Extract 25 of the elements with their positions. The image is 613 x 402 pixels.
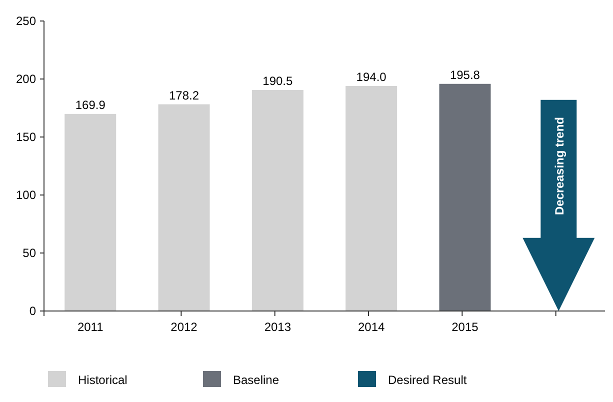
legend-label: Desired Result <box>388 373 468 388</box>
bar <box>346 86 398 311</box>
legend-label: Historical <box>78 373 128 388</box>
y-tick-label: 150 <box>16 130 36 144</box>
bar <box>64 114 116 311</box>
data-label: 194.0 <box>356 70 387 84</box>
y-tick-label: 0 <box>29 304 36 318</box>
x-tick-label: 2015 <box>452 320 479 334</box>
data-label: 169.9 <box>75 98 106 112</box>
y-tick-label: 250 <box>16 14 36 28</box>
annotation: Decreasing trend <box>552 116 567 216</box>
bar <box>158 104 210 311</box>
bar <box>439 84 491 311</box>
x-tick-label: 2011 <box>77 320 104 334</box>
bar <box>252 90 304 311</box>
y-tick-label: 200 <box>16 72 36 86</box>
data-label: 195.8 <box>450 68 480 82</box>
y-tick-label: 100 <box>16 188 36 202</box>
data-label: 190.5 <box>262 74 294 88</box>
x-tick-label: 2012 <box>170 320 198 334</box>
legend-label: Baseline <box>233 373 280 388</box>
x-tick-label: 2014 <box>358 320 385 334</box>
data-label: 178.2 <box>169 88 200 102</box>
x-tick-label: 2013 <box>264 320 292 334</box>
y-tick-label: 50 <box>22 246 36 260</box>
